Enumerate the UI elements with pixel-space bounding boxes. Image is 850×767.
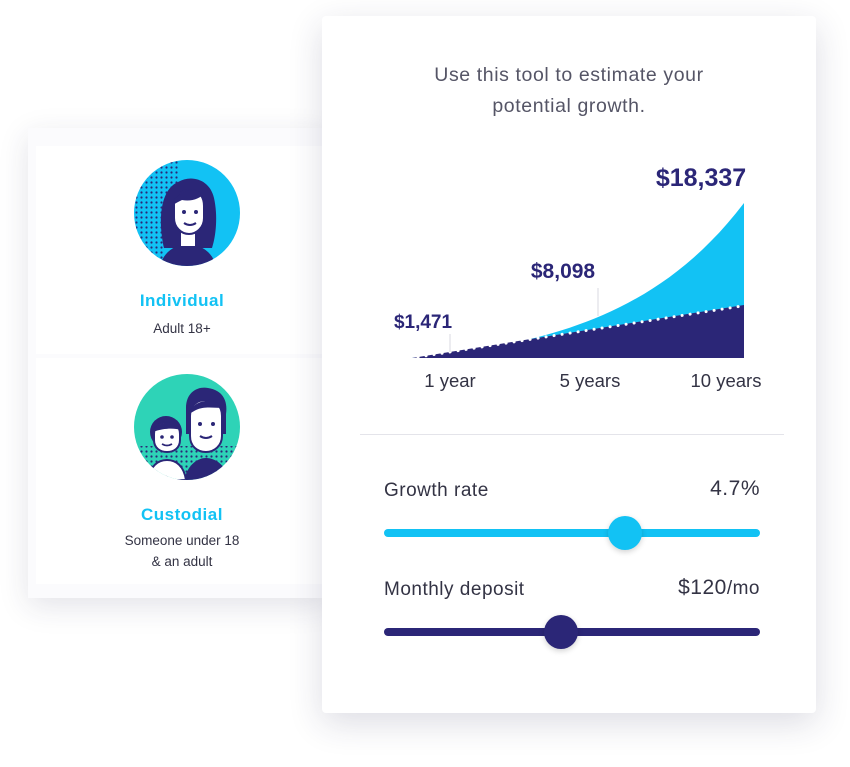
x-tick-10-years: 10 years bbox=[691, 370, 762, 391]
growth-rate-knob[interactable] bbox=[607, 516, 642, 550]
custodial-subtitle-line-2: & an adult bbox=[151, 554, 213, 569]
value-label-1-year: $1,471 bbox=[394, 312, 453, 333]
growth-rate-label: Growth rate bbox=[384, 480, 489, 501]
custodial-account-option[interactable]: Custodial Someone under 18 & an adult bbox=[36, 358, 328, 584]
custodial-subtitle: Someone under 18 & an adult bbox=[36, 530, 328, 572]
monthly-deposit-label: Monthly deposit bbox=[384, 579, 525, 600]
monthly-deposit-knob[interactable] bbox=[543, 615, 578, 649]
growth-chart: $1,471 $8,098 $18,337 1 year 5 years 10 … bbox=[394, 164, 762, 391]
x-tick-5-years: 5 years bbox=[560, 370, 621, 391]
divider bbox=[360, 434, 784, 435]
individual-title: Individual bbox=[139, 291, 225, 310]
value-label-10-years: $18,337 bbox=[656, 164, 746, 192]
growth-rate-value: 4.7% bbox=[710, 477, 760, 500]
custodial-title: Custodial bbox=[141, 505, 223, 524]
individual-avatar-icon bbox=[134, 160, 240, 266]
account-types-card: Individual Adult 18+ bbox=[28, 128, 328, 598]
monthly-deposit-unit: /mo bbox=[726, 578, 760, 599]
individual-account-option[interactable]: Individual Adult 18+ bbox=[36, 146, 328, 354]
tool-intro-text: Use this tool to estimate your potential… bbox=[322, 60, 816, 122]
custodial-avatar-icon bbox=[134, 374, 240, 480]
intro-line-2: potential growth. bbox=[492, 95, 646, 117]
intro-line-1: Use this tool to estimate your bbox=[434, 64, 704, 86]
growth-tool-card: Use this tool to estimate your potential… bbox=[322, 16, 816, 713]
x-tick-1-year: 1 year bbox=[424, 370, 475, 391]
individual-subtitle: Adult 18+ bbox=[36, 318, 328, 339]
individual-subtitle-line: Adult 18+ bbox=[153, 321, 211, 336]
growth-rate-track[interactable] bbox=[384, 529, 760, 537]
monthly-deposit-amount: $120 bbox=[678, 576, 727, 599]
value-label-5-years: $8,098 bbox=[531, 260, 596, 283]
monthly-deposit-value: $120/mo bbox=[678, 576, 760, 600]
custodial-subtitle-line-1: Someone under 18 bbox=[124, 533, 240, 548]
